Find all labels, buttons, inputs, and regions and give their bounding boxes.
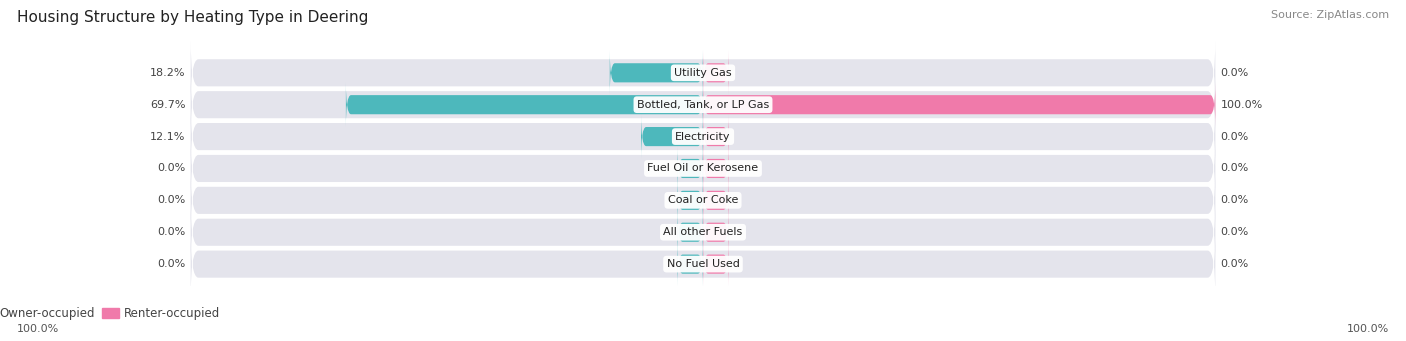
FancyBboxPatch shape [191, 70, 1215, 139]
Text: No Fuel Used: No Fuel Used [666, 259, 740, 269]
FancyBboxPatch shape [191, 134, 1215, 203]
FancyBboxPatch shape [703, 114, 728, 159]
FancyBboxPatch shape [641, 114, 703, 159]
FancyBboxPatch shape [678, 210, 703, 254]
Text: Utility Gas: Utility Gas [675, 68, 731, 78]
Text: All other Fuels: All other Fuels [664, 227, 742, 237]
Text: 0.0%: 0.0% [1220, 163, 1249, 174]
FancyBboxPatch shape [191, 102, 1215, 171]
Text: 18.2%: 18.2% [150, 68, 186, 78]
FancyBboxPatch shape [703, 146, 728, 191]
FancyBboxPatch shape [678, 242, 703, 286]
FancyBboxPatch shape [678, 178, 703, 223]
Text: Electricity: Electricity [675, 132, 731, 142]
Text: Fuel Oil or Kerosene: Fuel Oil or Kerosene [647, 163, 759, 174]
FancyBboxPatch shape [346, 83, 703, 127]
Text: Bottled, Tank, or LP Gas: Bottled, Tank, or LP Gas [637, 100, 769, 110]
Text: 0.0%: 0.0% [1220, 227, 1249, 237]
FancyBboxPatch shape [703, 210, 728, 254]
Text: 69.7%: 69.7% [150, 100, 186, 110]
FancyBboxPatch shape [703, 178, 728, 223]
Text: Source: ZipAtlas.com: Source: ZipAtlas.com [1271, 10, 1389, 20]
Text: 0.0%: 0.0% [157, 227, 186, 237]
FancyBboxPatch shape [678, 146, 703, 191]
Text: 0.0%: 0.0% [1220, 68, 1249, 78]
Legend: Owner-occupied, Renter-occupied: Owner-occupied, Renter-occupied [0, 302, 225, 325]
FancyBboxPatch shape [191, 166, 1215, 235]
FancyBboxPatch shape [191, 230, 1215, 298]
FancyBboxPatch shape [191, 39, 1215, 107]
Text: 0.0%: 0.0% [1220, 259, 1249, 269]
Text: 0.0%: 0.0% [1220, 195, 1249, 205]
Text: 100.0%: 100.0% [1220, 100, 1263, 110]
Text: Housing Structure by Heating Type in Deering: Housing Structure by Heating Type in Dee… [17, 10, 368, 25]
Text: 100.0%: 100.0% [1347, 324, 1389, 334]
Text: Coal or Coke: Coal or Coke [668, 195, 738, 205]
FancyBboxPatch shape [703, 50, 728, 95]
FancyBboxPatch shape [703, 242, 728, 286]
Text: 0.0%: 0.0% [157, 195, 186, 205]
FancyBboxPatch shape [610, 50, 703, 95]
FancyBboxPatch shape [191, 198, 1215, 267]
Text: 0.0%: 0.0% [157, 259, 186, 269]
Text: 0.0%: 0.0% [157, 163, 186, 174]
Text: 0.0%: 0.0% [1220, 132, 1249, 142]
Text: 12.1%: 12.1% [150, 132, 186, 142]
FancyBboxPatch shape [703, 83, 1215, 127]
Text: 100.0%: 100.0% [17, 324, 59, 334]
